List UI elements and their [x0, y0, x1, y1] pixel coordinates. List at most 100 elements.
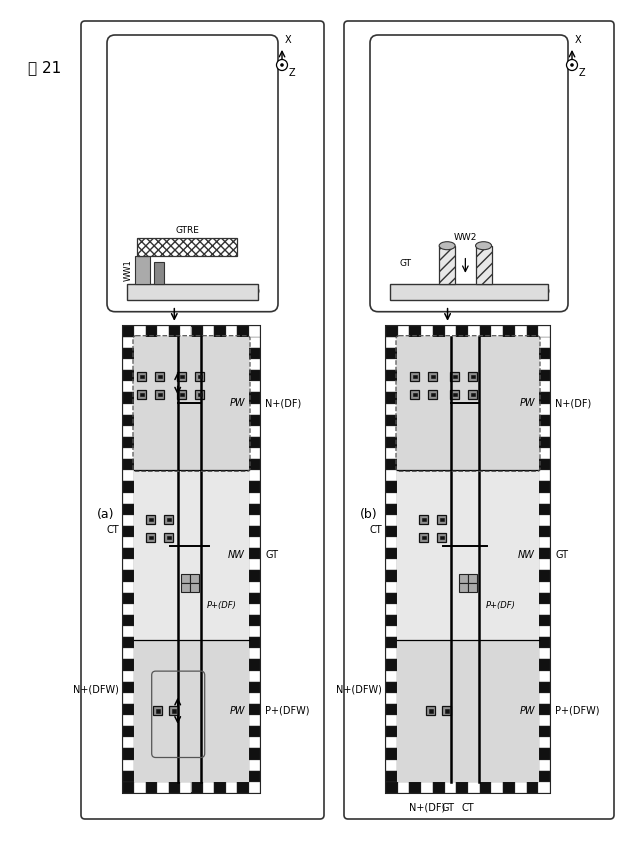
Bar — [468, 583, 477, 592]
Bar — [249, 426, 260, 437]
Circle shape — [566, 59, 577, 71]
Bar — [421, 326, 433, 337]
Bar — [180, 574, 189, 583]
Bar — [438, 533, 447, 542]
Text: PW: PW — [520, 706, 535, 716]
Bar — [386, 603, 397, 615]
Bar — [123, 715, 134, 726]
Bar — [539, 403, 550, 414]
Text: P+(DF): P+(DF) — [207, 601, 237, 610]
Bar — [226, 326, 237, 337]
Bar — [149, 517, 152, 522]
Text: GT: GT — [265, 550, 278, 560]
Bar — [198, 375, 202, 378]
Text: N+(DF): N+(DF) — [555, 398, 591, 408]
Bar — [249, 371, 260, 381]
Bar — [539, 648, 550, 659]
Circle shape — [276, 59, 287, 71]
Bar — [123, 571, 134, 582]
Bar — [386, 571, 397, 582]
Ellipse shape — [476, 241, 492, 250]
Bar — [539, 381, 550, 392]
Bar — [386, 537, 397, 549]
Bar — [429, 709, 433, 712]
Bar — [203, 326, 214, 337]
Bar — [460, 583, 468, 592]
Bar — [237, 782, 248, 793]
Bar — [149, 536, 152, 539]
Bar — [189, 574, 198, 583]
Bar — [123, 371, 134, 381]
Bar — [249, 560, 260, 571]
Bar — [539, 414, 550, 426]
Bar — [442, 706, 451, 715]
Bar — [154, 262, 164, 284]
Bar — [134, 337, 249, 470]
Bar — [386, 381, 397, 392]
Bar — [386, 403, 397, 414]
Bar — [249, 659, 260, 671]
Bar — [249, 337, 260, 348]
Bar — [249, 571, 260, 582]
Bar — [397, 337, 539, 470]
Bar — [123, 592, 134, 603]
Bar — [539, 504, 550, 515]
Bar — [123, 326, 260, 793]
Bar — [140, 392, 143, 397]
Bar — [539, 426, 550, 437]
Bar — [123, 693, 134, 704]
Bar — [123, 526, 134, 537]
Text: NW: NW — [518, 550, 535, 560]
Bar — [386, 738, 397, 749]
Bar — [451, 372, 460, 381]
Bar — [249, 648, 260, 659]
Bar — [480, 782, 492, 793]
Bar — [471, 375, 475, 378]
Bar — [123, 326, 134, 337]
Bar — [169, 782, 180, 793]
Bar — [539, 603, 550, 615]
Bar — [249, 537, 260, 549]
Bar — [158, 375, 161, 378]
Bar — [468, 390, 477, 399]
Bar — [445, 782, 456, 793]
Bar — [527, 782, 538, 793]
Bar — [248, 782, 260, 793]
Bar — [123, 671, 134, 682]
Bar — [527, 326, 538, 337]
Bar — [189, 583, 198, 592]
Bar — [249, 515, 260, 526]
Bar — [539, 571, 550, 582]
Bar — [214, 326, 226, 337]
Bar — [191, 782, 203, 793]
Bar — [156, 709, 159, 712]
Text: X: X — [575, 35, 582, 45]
Bar — [539, 337, 550, 348]
Bar — [135, 256, 150, 284]
Text: CT: CT — [369, 524, 382, 534]
Bar — [386, 771, 397, 782]
Bar — [249, 592, 260, 603]
Text: PW: PW — [230, 398, 245, 408]
Bar — [123, 504, 134, 515]
Bar — [134, 640, 249, 782]
Bar — [249, 359, 260, 371]
Bar — [249, 582, 260, 592]
Bar — [203, 782, 214, 793]
Bar — [177, 372, 186, 381]
Bar — [471, 392, 475, 397]
Bar — [123, 738, 134, 749]
Bar — [460, 574, 468, 583]
FancyBboxPatch shape — [370, 35, 568, 311]
Bar — [249, 671, 260, 682]
Bar — [539, 659, 550, 671]
Bar — [539, 738, 550, 749]
Bar — [431, 375, 435, 378]
Bar — [249, 738, 260, 749]
Bar — [410, 782, 421, 793]
Text: P+(DFW): P+(DFW) — [265, 706, 310, 716]
Bar — [539, 493, 550, 504]
Text: WW2: WW2 — [454, 233, 477, 241]
Bar — [440, 517, 444, 522]
Bar — [249, 448, 260, 459]
